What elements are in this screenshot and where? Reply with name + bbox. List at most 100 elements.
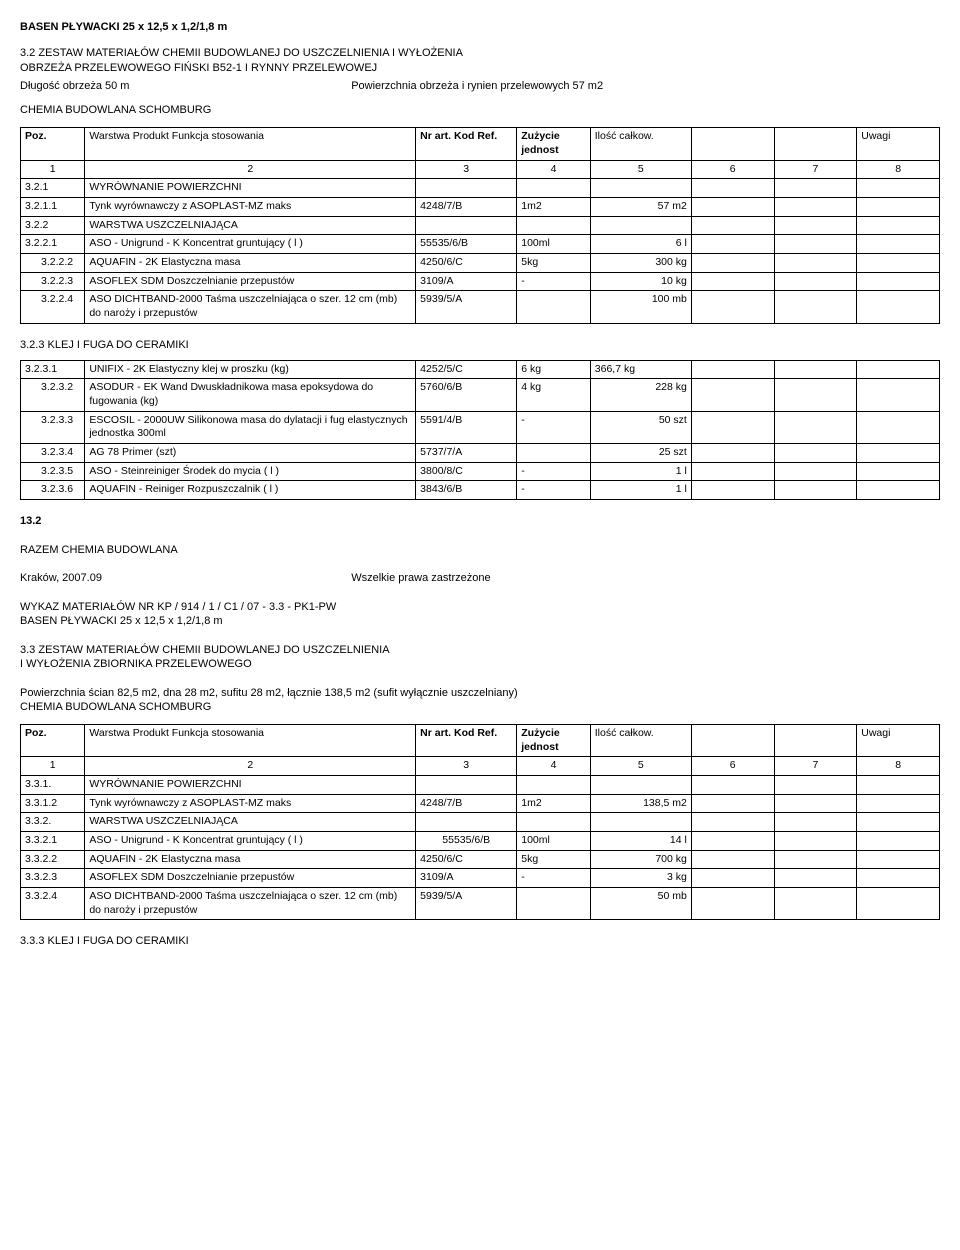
chemia-label-2: CHEMIA BUDOWLANA SCHOMBURG (20, 700, 940, 714)
cell: UNIFIX - 2K Elastyczny klej w proszku (k… (85, 360, 416, 379)
cell (774, 887, 857, 919)
hdr-kod: Nr art. Kod Ref. (416, 128, 517, 160)
cell (691, 462, 774, 481)
hdr-e2 (774, 128, 857, 160)
cell: 3.2.2 (21, 216, 85, 235)
cell (416, 216, 517, 235)
cell (590, 813, 691, 832)
page-title: BASEN PŁYWACKI 25 x 12,5 x 1,2/1,8 m (20, 20, 940, 34)
cell (857, 198, 940, 217)
cell (774, 235, 857, 254)
table-row: 3.3.2.2AQUAFIN - 2K Elastyczna masa4250/… (21, 850, 940, 869)
cell (774, 776, 857, 795)
cell: 4250/6/C (416, 253, 517, 272)
cell (517, 813, 591, 832)
cell (590, 179, 691, 198)
cell (857, 794, 940, 813)
cell: - (517, 411, 591, 443)
cell: 3.2.1 (21, 179, 85, 198)
cell: 1 l (590, 462, 691, 481)
cell (691, 869, 774, 888)
prawa: Wszelkie prawa zastrzeżone (351, 571, 490, 585)
cell: 25 szt (590, 444, 691, 463)
cell: ASO - Unigrund - K Koncentrat gruntujący… (85, 235, 416, 254)
c5: 5 (590, 757, 691, 776)
cell: 3.3.2.3 (21, 869, 85, 888)
cell (691, 813, 774, 832)
table-row: 3.2.1.1Tynk wyrównawczy z ASOPLAST-MZ ma… (21, 198, 940, 217)
cell (774, 869, 857, 888)
cell: WARSTWA USZCZELNIAJĄCA (85, 216, 416, 235)
cell: AQUAFIN - Reiniger Rozpuszczalnik ( l ) (85, 481, 416, 500)
pow33: Powierzchnia ścian 82,5 m2, dna 28 m2, s… (20, 686, 940, 700)
cell: 3.3.1.2 (21, 794, 85, 813)
cell (857, 179, 940, 198)
cell: 5939/5/A (416, 887, 517, 919)
table-row: 3.2.3.3ESCOSIL - 2000UW Silikonowa masa … (21, 411, 940, 443)
c6: 6 (691, 160, 774, 179)
cell (857, 776, 940, 795)
hdr-uwagi: Uwagi (857, 128, 940, 160)
cell: 10 kg (590, 272, 691, 291)
sec32-line2: OBRZEŻA PRZELEWOWEGO FIŃSKI B52-1 I RYNN… (20, 61, 940, 75)
cell (691, 794, 774, 813)
c2: 2 (85, 160, 416, 179)
hdr-poz: Poz. (21, 128, 85, 160)
hdr-e1 (691, 725, 774, 757)
cell: 700 kg (590, 850, 691, 869)
cell (857, 216, 940, 235)
cell (691, 198, 774, 217)
section-3-2-3: 3.2.3 KLEJ I FUGA DO CERAMIKI (20, 338, 940, 352)
table-row: 3.2.2.4ASO DICHTBAND-2000 Taśma uszczeln… (21, 291, 940, 323)
cell (857, 887, 940, 919)
cell (517, 776, 591, 795)
cell (691, 272, 774, 291)
cell (774, 794, 857, 813)
cell (774, 462, 857, 481)
table-row: 3.3.2.3ASOFLEX SDM Doszczelnianie przepu… (21, 869, 940, 888)
section-3-2-heading: 3.2 ZESTAW MATERIAŁÓW CHEMII BUDOWLANEJ … (20, 46, 940, 75)
cell: 300 kg (590, 253, 691, 272)
cell: ASO DICHTBAND-2000 Taśma uszczelniająca … (85, 887, 416, 919)
cell (517, 887, 591, 919)
wykaz-2: BASEN PŁYWACKI 25 x 12,5 x 1,2/1,8 m (20, 614, 940, 628)
cell: Tynk wyrównawczy z ASOPLAST-MZ maks (85, 198, 416, 217)
cell: 3.2.3.6 (21, 481, 85, 500)
table-row: 3.2.2.1ASO - Unigrund - K Koncentrat gru… (21, 235, 940, 254)
table-3-2-3: 3.2.3.1UNIFIX - 2K Elastyczny klej w pro… (20, 360, 940, 500)
c8: 8 (857, 757, 940, 776)
cell: 55535/6/B (416, 831, 517, 850)
cell: 5kg (517, 850, 591, 869)
table-row: 3.2.3.2ASODUR - EK Wand Dwuskładnikowa m… (21, 379, 940, 411)
hdr-ilosc: Ilość całkow. (590, 128, 691, 160)
table-3-3: Poz. Warstwa Produkt Funkcja stosowania … (20, 724, 940, 920)
table-row: 3.2.2.2AQUAFIN - 2K Elastyczna masa4250/… (21, 253, 940, 272)
cell (857, 291, 940, 323)
cell (857, 831, 940, 850)
c1: 1 (21, 757, 85, 776)
wykaz-1: WYKAZ MATERIAŁÓW NR KP / 914 / 1 / C1 / … (20, 600, 940, 614)
cell: ASODUR - EK Wand Dwuskładnikowa masa epo… (85, 379, 416, 411)
cell (691, 235, 774, 254)
cell: 3.2.2.4 (21, 291, 85, 323)
cell: 5737/7/A (416, 444, 517, 463)
hdr-uwagi: Uwagi (857, 725, 940, 757)
cell (691, 887, 774, 919)
table-row: 3.2.1WYRÓWNANIE POWIERZCHNI (21, 179, 940, 198)
c3: 3 (416, 757, 517, 776)
c7: 7 (774, 757, 857, 776)
sec32-dim-a: Długość obrzeża 50 m (20, 79, 351, 93)
cell: 3.3.2.4 (21, 887, 85, 919)
table-row: 3.3.2.WARSTWA USZCZELNIAJĄCA (21, 813, 940, 832)
cell: 3.2.3.5 (21, 462, 85, 481)
cell: 3.2.3.1 (21, 360, 85, 379)
cell: 5760/6/B (416, 379, 517, 411)
cell (590, 776, 691, 795)
cell (857, 462, 940, 481)
cell: ASOFLEX SDM Doszczelnianie przepustów (85, 272, 416, 291)
table-row: 3.2.3.6AQUAFIN - Reiniger Rozpuszczalnik… (21, 481, 940, 500)
cell: 4250/6/C (416, 850, 517, 869)
cell (857, 272, 940, 291)
cell: ASO DICHTBAND-2000 Taśma uszczelniająca … (85, 291, 416, 323)
hdr-warstwa: Warstwa Produkt Funkcja stosowania (85, 725, 416, 757)
